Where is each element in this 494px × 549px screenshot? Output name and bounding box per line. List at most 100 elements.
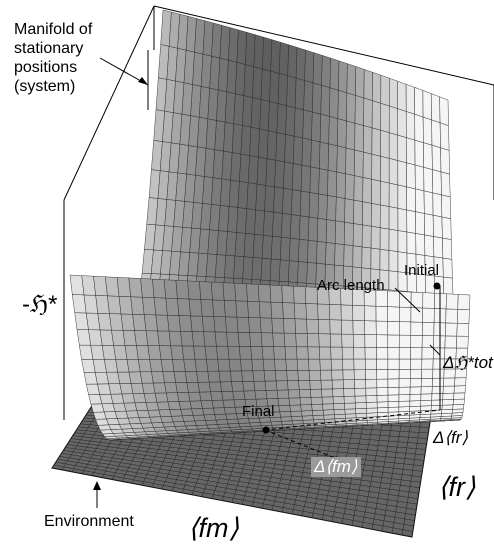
surface-patch xyxy=(362,151,373,180)
surface-patch xyxy=(145,401,160,411)
surface-patch xyxy=(222,282,237,302)
surface-patch xyxy=(139,371,154,384)
surface-patch xyxy=(154,392,169,403)
surface-patch xyxy=(443,276,454,297)
surface-patch xyxy=(443,377,456,387)
surface-patch xyxy=(451,408,464,414)
surface-patch xyxy=(432,192,443,218)
surface-patch xyxy=(387,347,400,360)
surface-patch xyxy=(332,396,345,404)
surface-patch xyxy=(387,406,400,413)
surface-patch xyxy=(365,378,378,389)
surface-patch xyxy=(331,369,344,381)
plane-grid-line xyxy=(55,461,414,527)
surface-patch xyxy=(83,294,99,314)
surface-patch xyxy=(225,413,238,420)
surface-patch xyxy=(345,147,355,176)
surface-patch xyxy=(329,57,340,91)
surface-patch xyxy=(105,276,120,297)
manifold-label-line-3: positions xyxy=(14,59,78,76)
surface-patch xyxy=(258,301,273,319)
surface-patch xyxy=(453,392,466,400)
surface-patch xyxy=(398,400,411,408)
box-edge xyxy=(153,5,494,86)
surface-patch xyxy=(265,389,279,400)
surface-patch xyxy=(320,369,333,381)
surface-patch xyxy=(397,80,407,112)
surface-patch xyxy=(365,369,378,380)
surface-patch xyxy=(223,300,238,318)
surface-patch xyxy=(126,359,141,373)
surface-patch xyxy=(319,141,329,171)
surface-patch xyxy=(301,410,314,417)
surface-patch xyxy=(308,216,319,242)
surface-patch xyxy=(345,120,356,151)
surface-patch xyxy=(365,387,378,397)
surface-patch xyxy=(183,358,197,372)
surface-patch xyxy=(352,245,363,269)
surface-patch xyxy=(263,370,277,382)
surface-patch xyxy=(439,96,449,127)
surface-patch xyxy=(243,233,255,258)
surface-patch xyxy=(265,158,277,188)
surface-patch xyxy=(410,347,423,360)
surface-patch xyxy=(387,378,400,388)
surface-patch xyxy=(142,296,157,316)
surface-patch xyxy=(310,139,321,169)
surface-patch xyxy=(307,240,318,264)
surface-patch xyxy=(414,139,424,168)
surface-patch xyxy=(134,402,149,411)
surface-patch xyxy=(387,306,400,322)
surface-patch xyxy=(121,393,136,404)
surface-patch xyxy=(432,169,442,196)
surface-patch xyxy=(370,247,381,271)
surface-patch xyxy=(248,317,262,333)
surface-patch xyxy=(206,358,220,372)
surface-patch xyxy=(397,230,408,254)
surface-patch xyxy=(228,179,240,208)
surface-patch xyxy=(191,408,205,416)
surface-patch xyxy=(249,332,263,347)
surface-patch xyxy=(111,329,126,346)
surface-patch xyxy=(207,370,221,383)
surface-patch xyxy=(342,369,355,381)
surface-patch xyxy=(409,405,421,412)
surface-patch xyxy=(188,391,202,402)
surface-patch xyxy=(292,136,304,166)
surface-patch xyxy=(320,379,333,390)
surface-patch xyxy=(203,414,217,421)
surface-patch xyxy=(231,123,243,155)
surface-patch xyxy=(213,407,226,415)
surface-patch xyxy=(153,382,167,394)
surface-patch xyxy=(99,329,114,346)
surface-patch xyxy=(340,304,354,321)
surface-patch xyxy=(308,358,321,371)
surface-patch xyxy=(216,230,228,256)
surface-patch xyxy=(216,345,230,360)
surface-patch xyxy=(310,396,323,405)
surface-patch xyxy=(380,102,390,133)
surface-patch xyxy=(422,322,435,336)
surface-patch xyxy=(276,389,290,399)
surface-patch xyxy=(214,413,228,421)
surface-patch xyxy=(138,359,152,373)
surface-patch xyxy=(317,193,328,220)
surface-patch xyxy=(337,89,348,122)
surface-patch xyxy=(420,393,433,401)
surface-patch xyxy=(354,123,364,153)
surface-patch xyxy=(371,203,381,228)
surface-patch xyxy=(172,358,186,372)
surface-patch xyxy=(388,228,399,252)
surface-patch xyxy=(433,335,446,349)
surface-patch xyxy=(365,395,378,403)
surface-patch xyxy=(420,405,432,412)
surface-patch xyxy=(192,414,206,422)
surface-patch xyxy=(94,371,109,385)
surface-patch xyxy=(279,411,292,418)
surface-patch xyxy=(306,262,317,285)
surface-patch xyxy=(354,149,364,178)
surface-patch xyxy=(245,32,256,68)
surface-patch xyxy=(397,160,407,188)
surface-patch xyxy=(240,358,254,372)
